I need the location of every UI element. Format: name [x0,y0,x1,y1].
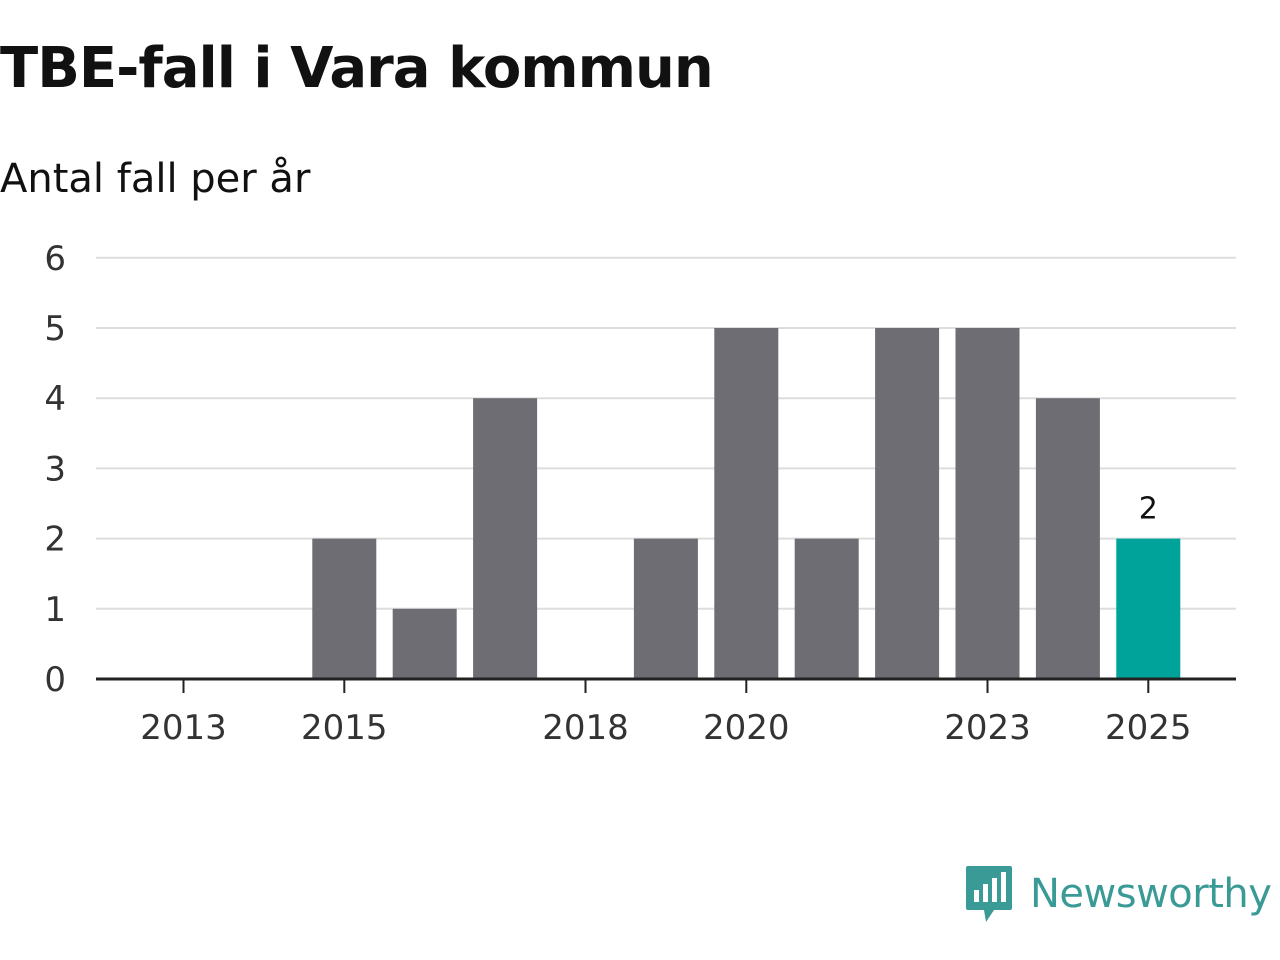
brand-name: Newsworthy [1030,871,1272,917]
data-label: 2 [1139,492,1158,527]
x-tick-label: 2020 [703,708,790,748]
chart-title: TBE-fall i Vara kommun [0,36,714,101]
x-tick-label: 2018 [542,708,629,748]
bar [312,538,377,679]
y-tick-label: 3 [44,449,66,489]
bar [1035,398,1100,679]
brand-logo: Newsworthy [964,864,1272,924]
y-tick-label: 5 [44,309,66,349]
bar-highlight [1116,538,1181,679]
x-tick-label: 2015 [301,708,388,748]
bar-chart: 0 1 2 3 4 5 6 2 2013 2015 2018 2020 2023 2025 [44,239,1236,748]
bar [794,538,859,679]
x-tick-label: 2023 [944,708,1031,748]
bar [955,328,1020,679]
bar [875,328,940,679]
x-tick-label: 2025 [1105,708,1192,748]
y-tick-label: 6 [44,239,66,279]
x-tick-label: 2013 [140,708,227,748]
bar [633,538,698,679]
y-tick-label: 2 [44,520,66,560]
chart-subtitle: Antal fall per år [0,156,311,202]
bar [392,608,457,679]
bar [473,398,538,679]
y-tick-label: 4 [44,379,66,419]
bar [714,328,779,679]
y-tick-label: 1 [44,590,66,630]
y-tick-label: 0 [44,660,66,700]
bar-chart-speech-bubble-icon [966,866,1012,922]
